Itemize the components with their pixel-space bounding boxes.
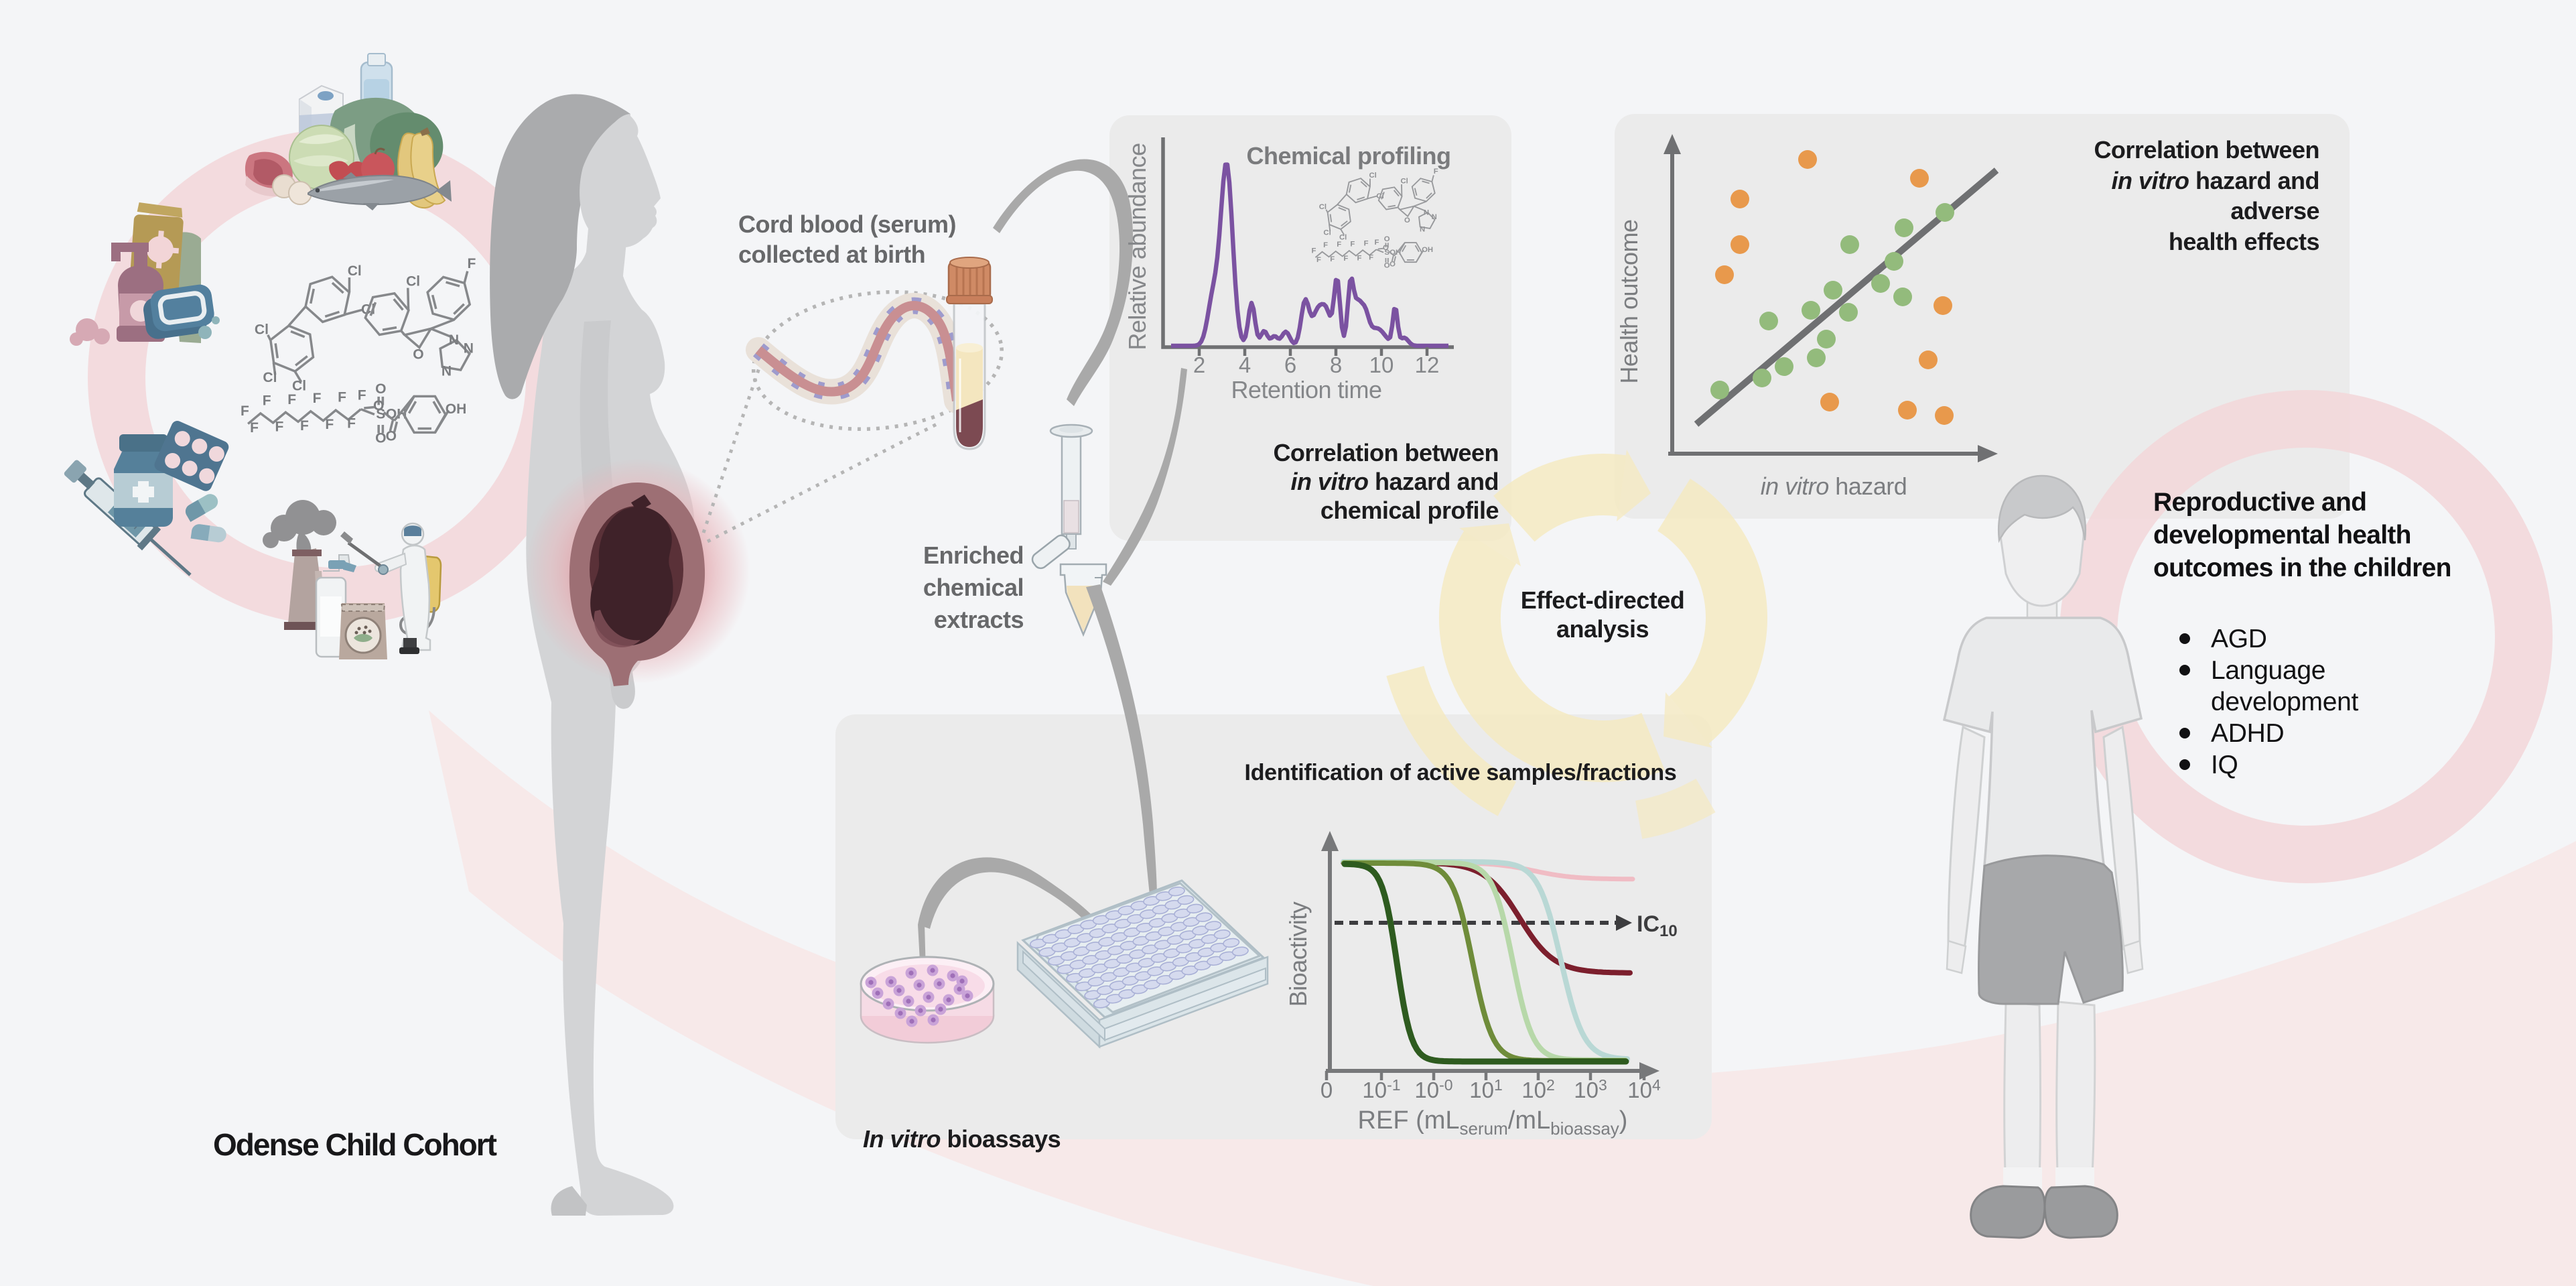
svg-text:IQ: IQ bbox=[2211, 751, 2238, 779]
svg-text:8: 8 bbox=[1330, 352, 1342, 377]
svg-text:Identification of active sampl: Identification of active samples/fractio… bbox=[1245, 760, 1677, 785]
svg-text:developmental health: developmental health bbox=[2153, 521, 2411, 550]
svg-text:Reproductive and: Reproductive and bbox=[2153, 488, 2366, 517]
svg-text:10: 10 bbox=[1369, 352, 1394, 377]
svg-text:collected at birth: collected at birth bbox=[738, 241, 925, 268]
svg-text:in vitro hazard and: in vitro hazard and bbox=[1290, 468, 1499, 495]
svg-text:Health outcome: Health outcome bbox=[1615, 219, 1643, 383]
svg-text:chemical profile: chemical profile bbox=[1320, 497, 1499, 524]
svg-text:Correlation between: Correlation between bbox=[2094, 136, 2319, 164]
svg-text:adverse: adverse bbox=[2230, 197, 2319, 224]
svg-text:Odense Child Cohort: Odense Child Cohort bbox=[213, 1127, 497, 1162]
svg-text:Language: Language bbox=[2211, 656, 2325, 685]
svg-text:In vitro bioassays: In vitro bioassays bbox=[863, 1125, 1061, 1153]
svg-text:4: 4 bbox=[1239, 352, 1251, 377]
svg-text:103: 103 bbox=[1574, 1076, 1607, 1102]
svg-text:in vitro hazard and: in vitro hazard and bbox=[2111, 167, 2319, 194]
svg-text:health effects: health effects bbox=[2169, 228, 2319, 255]
svg-text:Correlation between: Correlation between bbox=[1273, 439, 1499, 466]
svg-text:6: 6 bbox=[1284, 352, 1296, 377]
svg-text:extracts: extracts bbox=[934, 606, 1024, 633]
svg-text:analysis: analysis bbox=[1556, 615, 1649, 643]
svg-text:ADHD: ADHD bbox=[2211, 719, 2284, 748]
svg-text:chemical: chemical bbox=[923, 574, 1024, 601]
svg-text:Relative abundance: Relative abundance bbox=[1124, 143, 1151, 350]
svg-text:Chemical profiling: Chemical profiling bbox=[1246, 142, 1450, 170]
svg-text:Retention time: Retention time bbox=[1231, 376, 1381, 403]
svg-text:AGD: AGD bbox=[2211, 625, 2267, 653]
svg-text:in vitro hazard: in vitro hazard bbox=[1761, 472, 1907, 500]
svg-text:Enriched: Enriched bbox=[923, 541, 1024, 569]
svg-text:Effect-directed: Effect-directed bbox=[1521, 586, 1685, 614]
svg-text:Bioactivity: Bioactivity bbox=[1284, 901, 1312, 1007]
svg-text:outcomes in the children: outcomes in the children bbox=[2153, 554, 2451, 582]
svg-text:IC10: IC10 bbox=[1637, 911, 1678, 940]
svg-text:12: 12 bbox=[1415, 352, 1440, 377]
svg-text:2: 2 bbox=[1193, 352, 1205, 377]
svg-text:Cord blood (serum): Cord blood (serum) bbox=[738, 210, 956, 238]
svg-text:0: 0 bbox=[1320, 1078, 1333, 1102]
svg-text:development: development bbox=[2211, 688, 2358, 716]
